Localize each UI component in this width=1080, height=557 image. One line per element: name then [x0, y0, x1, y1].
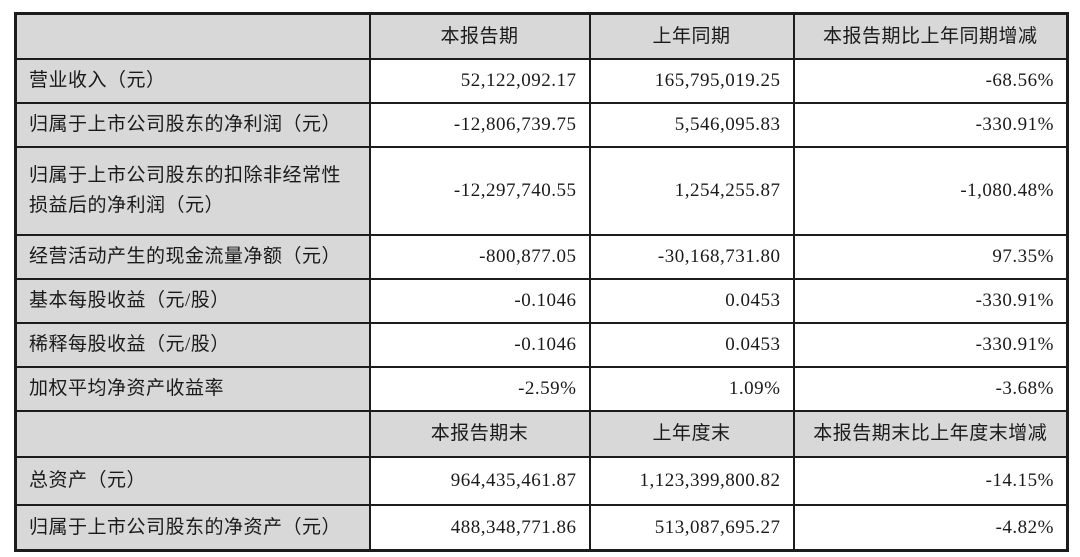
- current-value: -800,877.05: [368, 233, 591, 280]
- change-value: -3.68%: [792, 365, 1069, 412]
- current-value: 488,348,771.86: [368, 503, 591, 552]
- metric-label: 经营活动产生的现金流量净额（元）: [14, 233, 371, 280]
- current-value: 964,435,461.87: [368, 455, 591, 506]
- prior-value: 165,795,019.25: [588, 57, 795, 104]
- yearend-header-row: 本报告期末 上年度末 本报告期末比上年度末增减: [14, 409, 1069, 458]
- table-row-net-profit: 归属于上市公司股东的净利润（元） -12,806,739.75 5,546,09…: [14, 101, 1069, 148]
- table-row-basic-eps: 基本每股收益（元/股） -0.1046 0.0453 -330.91%: [14, 277, 1069, 324]
- table-row-total-assets: 总资产（元） 964,435,461.87 1,123,399,800.82 -…: [14, 455, 1069, 506]
- prior-value: 1.09%: [588, 365, 795, 412]
- table-row-weighted-avg-roe: 加权平均净资产收益率 -2.59% 1.09% -3.68%: [14, 365, 1069, 412]
- current-value: 52,122,092.17: [368, 57, 591, 104]
- column-header-period-change: 本报告期比上年同期增减: [792, 12, 1069, 60]
- prior-value: 5,546,095.83: [588, 101, 795, 148]
- change-value: -330.91%: [792, 321, 1069, 368]
- metric-label: 稀释每股收益（元/股）: [14, 321, 371, 368]
- table-row-net-assets: 归属于上市公司股东的净资产（元） 488,348,771.86 513,087,…: [14, 503, 1069, 552]
- column-header-yearend-change: 本报告期末比上年度末增减: [792, 409, 1069, 458]
- prior-value: -30,168,731.80: [588, 233, 795, 280]
- metric-label: 归属于上市公司股东的扣除非经常性损益后的净利润（元）: [14, 145, 371, 236]
- prior-value: 1,254,255.87: [588, 145, 795, 236]
- column-header-prior-period: 上年同期: [588, 12, 795, 60]
- metric-label: 营业收入（元）: [14, 57, 371, 104]
- metric-label: 加权平均净资产收益率: [14, 365, 371, 412]
- change-value: 97.35%: [792, 233, 1069, 280]
- column-header-current-period-end: 本报告期末: [368, 409, 591, 458]
- corner-cell: [14, 12, 371, 60]
- metric-label: 归属于上市公司股东的净利润（元）: [14, 101, 371, 148]
- change-value: -330.91%: [792, 277, 1069, 324]
- table-row-revenue: 营业收入（元） 52,122,092.17 165,795,019.25 -68…: [14, 57, 1069, 104]
- column-header-current-period: 本报告期: [368, 12, 591, 60]
- metric-label: 总资产（元）: [14, 455, 371, 506]
- metric-label: 归属于上市公司股东的净资产（元）: [14, 503, 371, 552]
- key-financials-table: 本报告期 上年同期 本报告期比上年同期增减 营业收入（元） 52,122,092…: [14, 12, 1069, 552]
- change-value: -68.56%: [792, 57, 1069, 104]
- prior-value: 513,087,695.27: [588, 503, 795, 552]
- change-value: -4.82%: [792, 503, 1069, 552]
- current-value: -2.59%: [368, 365, 591, 412]
- prior-value: 1,123,399,800.82: [588, 455, 795, 506]
- table-row-operating-cash-flow: 经营活动产生的现金流量净额（元） -800,877.05 -30,168,731…: [14, 233, 1069, 280]
- metric-label: 基本每股收益（元/股）: [14, 277, 371, 324]
- prior-value: 0.0453: [588, 321, 795, 368]
- change-value: -14.15%: [792, 455, 1069, 506]
- change-value: -1,080.48%: [792, 145, 1069, 236]
- prior-value: 0.0453: [588, 277, 795, 324]
- period-header-row: 本报告期 上年同期 本报告期比上年同期增减: [14, 12, 1069, 60]
- current-value: -12,297,740.55: [368, 145, 591, 236]
- column-header-prior-year-end: 上年度末: [588, 409, 795, 458]
- current-value: -0.1046: [368, 321, 591, 368]
- current-value: -0.1046: [368, 277, 591, 324]
- table-row-diluted-eps: 稀释每股收益（元/股） -0.1046 0.0453 -330.91%: [14, 321, 1069, 368]
- current-value: -12,806,739.75: [368, 101, 591, 148]
- table-row-net-profit-excl-nonrecurring: 归属于上市公司股东的扣除非经常性损益后的净利润（元） -12,297,740.5…: [14, 145, 1069, 236]
- change-value: -330.91%: [792, 101, 1069, 148]
- corner-cell: [14, 409, 371, 458]
